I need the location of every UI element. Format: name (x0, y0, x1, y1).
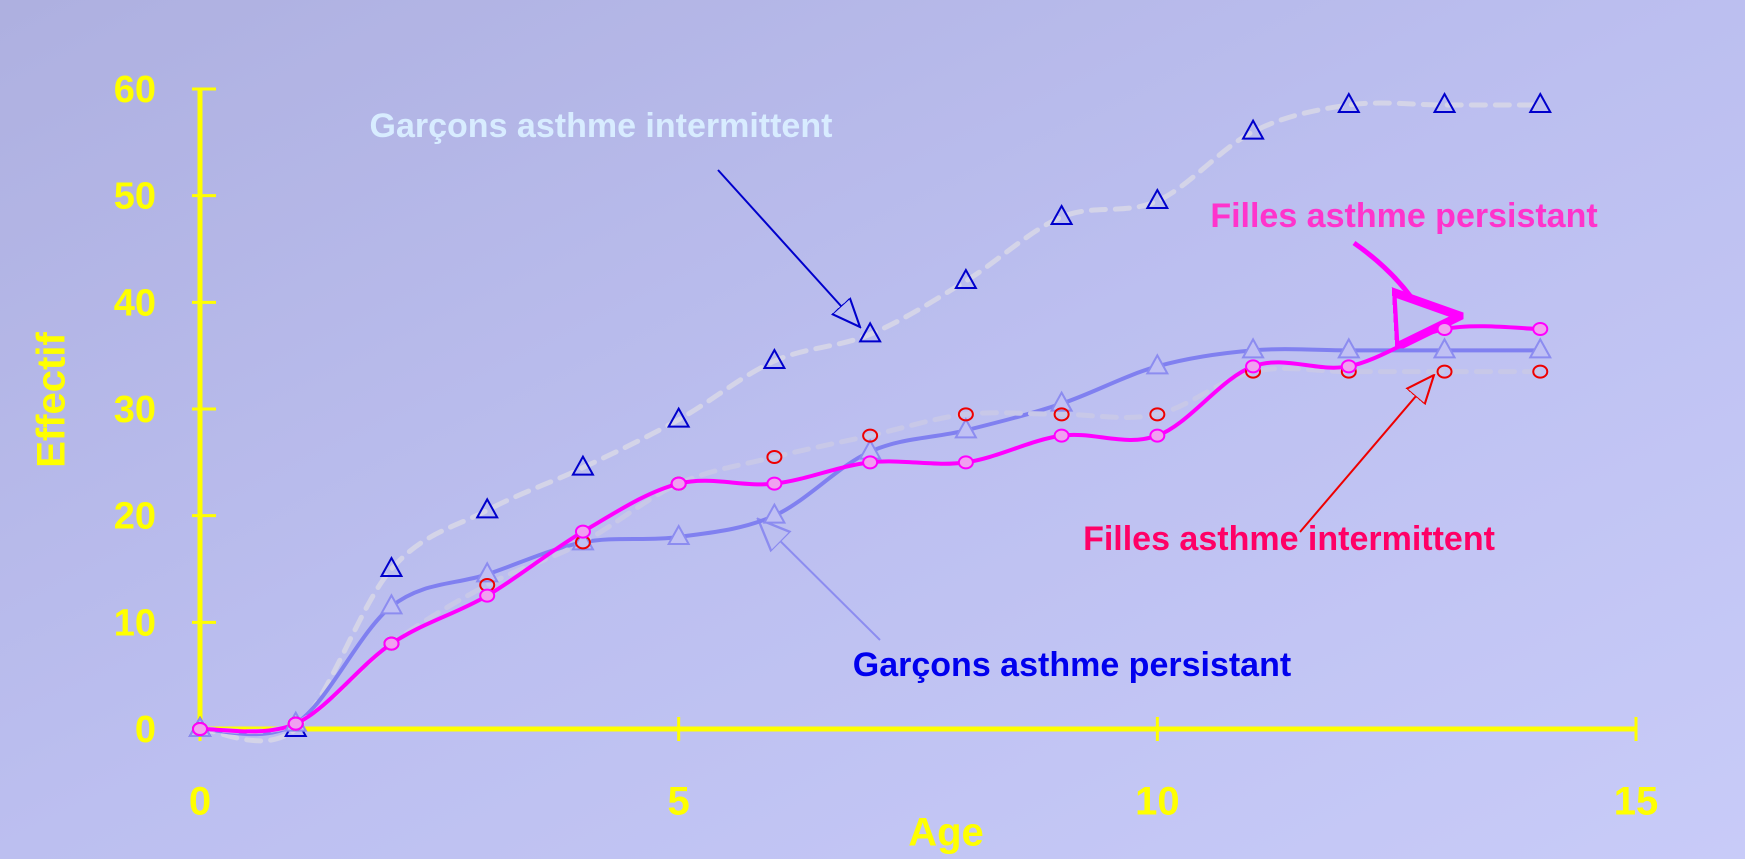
marker (1149, 407, 1166, 422)
marker (287, 716, 304, 731)
marker (1245, 359, 1262, 374)
marker (192, 722, 208, 736)
marker (957, 455, 974, 470)
marker (762, 502, 787, 524)
annotation: Filles asthme persistant (1210, 197, 1597, 235)
marker (954, 267, 978, 289)
marker (574, 524, 591, 539)
marker (1337, 337, 1361, 359)
marker (1528, 337, 1552, 359)
y-axis-title: Effectif (30, 332, 74, 468)
annotation-arrow (1299, 375, 1434, 533)
marker (862, 455, 879, 470)
marker (670, 476, 687, 491)
marker (379, 593, 404, 615)
marker (762, 347, 787, 369)
y-tick-label: 60 (114, 69, 156, 111)
marker (766, 450, 783, 464)
marker (1053, 428, 1070, 443)
marker (475, 561, 499, 583)
marker (1241, 118, 1265, 140)
marker (383, 636, 400, 651)
y-tick-label: 50 (114, 176, 156, 218)
marker (862, 428, 879, 443)
x-tick-label: 10 (1135, 780, 1180, 824)
marker (1436, 322, 1453, 336)
annotation: Garçons asthme intermittent (370, 107, 833, 145)
y-tick-label: 40 (114, 282, 156, 324)
annotation-arrow (717, 169, 860, 327)
marker (1053, 407, 1070, 422)
y-tick-label: 20 (114, 496, 156, 538)
marker (957, 407, 974, 422)
marker (1432, 91, 1457, 113)
annotation-arrow (758, 519, 881, 641)
annotation: Garçons asthme persistant (853, 646, 1291, 684)
annotation-arrow (1352, 240, 1460, 318)
marker (1340, 359, 1357, 374)
marker (666, 406, 691, 428)
y-tick-label: 30 (114, 389, 156, 431)
x-tick-label: 5 (668, 780, 690, 824)
marker (571, 454, 595, 476)
marker (858, 321, 882, 343)
x-tick-label: 15 (1614, 780, 1659, 824)
marker (1145, 353, 1170, 375)
marker (1149, 428, 1166, 443)
marker (1532, 364, 1549, 379)
marker (954, 417, 978, 439)
annotation: Filles asthme intermittent (1083, 520, 1495, 558)
marker (379, 555, 404, 577)
marker (1049, 390, 1074, 412)
marker (666, 523, 691, 545)
marker (1145, 187, 1170, 209)
x-tick-label: 0 (189, 780, 211, 824)
marker (1436, 364, 1453, 379)
marker (475, 497, 499, 519)
marker (1532, 322, 1549, 336)
marker (479, 588, 496, 603)
marker (766, 476, 783, 491)
marker (1337, 91, 1361, 113)
marker (1528, 91, 1552, 113)
marker (1241, 337, 1265, 359)
y-tick-label: 0 (135, 709, 156, 751)
marker (1432, 337, 1457, 359)
marker (1049, 203, 1074, 225)
x-axis-title: Age (908, 811, 984, 855)
y-tick-label: 10 (114, 602, 156, 644)
